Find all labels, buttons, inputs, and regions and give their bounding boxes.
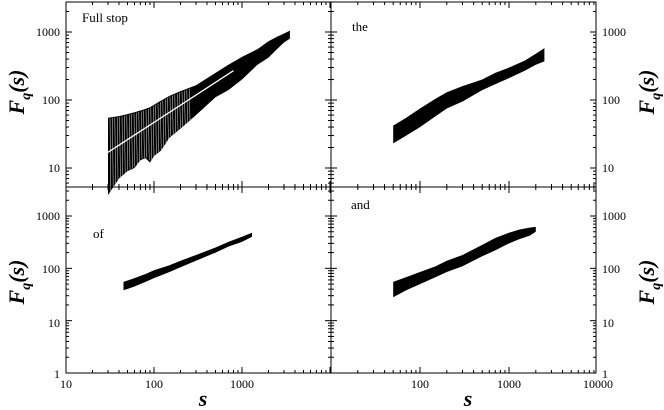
band-strand (126, 115, 128, 171)
x-tick-label: 100 (411, 377, 429, 391)
y-tick-label: 10 (602, 161, 614, 175)
band-strand (116, 117, 119, 181)
plot-area (107, 30, 290, 196)
y-ticks (65, 187, 331, 374)
x-tick-label: 10 (60, 377, 72, 391)
panel-top-left: Full stop 1000 100 10 Fq(s) (4, 1, 332, 196)
y-axis-title-text: Fq(s) (634, 260, 664, 306)
panel-frame (65, 186, 332, 374)
band-area (123, 232, 252, 291)
y-tick-label: 10 (48, 316, 60, 330)
band-strand (176, 93, 179, 131)
y-tick-label: 100 (42, 93, 60, 107)
band-strand (184, 90, 186, 125)
y-axis-title: Fq(s) (634, 70, 664, 116)
band-strand (150, 107, 152, 161)
y-tick-label: 1000 (36, 25, 60, 39)
y-tick-label: 10 (602, 316, 614, 330)
plot-area (393, 48, 545, 144)
y-tick-label: 100 (602, 93, 620, 107)
band-strand (152, 106, 155, 157)
x-tick-label: 1000 (230, 377, 254, 391)
band-strand (148, 108, 150, 161)
x-tick-label: 10000 (583, 377, 613, 391)
band-strand (164, 99, 167, 144)
panel-top-right: the 1000 100 10 Fq(s) (330, 1, 664, 188)
band-strand (112, 117, 114, 188)
band-strand (133, 113, 136, 168)
plot-area (393, 226, 536, 298)
fit-line (107, 70, 234, 153)
y-tick-label: 1000 (602, 25, 626, 39)
band-strand (124, 115, 126, 173)
band-strand (140, 111, 143, 159)
y-axis-title: Fq(s) (634, 260, 664, 306)
panel-label: Full stop (82, 10, 128, 25)
band-strand (145, 109, 148, 158)
band-strand (121, 116, 124, 175)
band-strand (114, 117, 116, 184)
panel-bottom-left: of 1000 100 10 1 10 100 1000 s Fq(s) (4, 186, 332, 410)
y-ticks (330, 187, 596, 374)
panel-label: and (351, 197, 370, 212)
band-strand (169, 96, 172, 137)
panel-label: the (352, 19, 368, 34)
x-axis-title: s (198, 386, 208, 410)
band-strand (119, 116, 121, 178)
band-area (393, 48, 545, 144)
band-strand (128, 114, 131, 170)
band-strand (186, 89, 188, 123)
y-tick-label: 100 (42, 262, 60, 276)
y-tick-label: 10 (48, 161, 60, 175)
y-tick-label: 1 (54, 367, 60, 381)
y-axis-title: Fq(s) (4, 260, 34, 306)
band-strand (136, 112, 138, 165)
band-strand (131, 113, 133, 169)
x-tick-label: 100 (145, 377, 163, 391)
panel-label: of (93, 226, 105, 241)
y-tick-label: 1 (602, 367, 608, 381)
plot-area (123, 232, 252, 291)
band-strand (162, 100, 164, 147)
panel-bottom-right: and 1000 100 10 1 100 1000 10000 s Fq(s) (330, 186, 664, 410)
band-strand (143, 110, 145, 158)
band-area (393, 226, 536, 298)
band-strand (138, 111, 140, 162)
band-strand (157, 103, 160, 152)
y-axis-title: Fq(s) (4, 70, 34, 116)
x-axis-title: s (463, 386, 473, 410)
panel-frame (330, 186, 597, 374)
band-strand (167, 97, 169, 140)
band-strand (181, 91, 184, 127)
band-strand (109, 118, 112, 192)
y-axis-title-text: Fq(s) (4, 70, 34, 116)
y-axis-title-text: Fq(s) (634, 70, 664, 116)
band-strand (155, 104, 157, 154)
band-area (108, 30, 290, 196)
y-axis-title-text: Fq(s) (4, 260, 34, 306)
band-strand (188, 88, 191, 121)
y-tick-label: 1000 (602, 209, 626, 223)
band-strand (174, 94, 176, 133)
y-tick-label: 1000 (36, 209, 60, 223)
band-strand (172, 95, 174, 135)
y-tick-label: 100 (602, 262, 620, 276)
x-tick-label: 1000 (497, 377, 521, 391)
band-strand (160, 101, 162, 151)
band-strand (179, 92, 181, 129)
